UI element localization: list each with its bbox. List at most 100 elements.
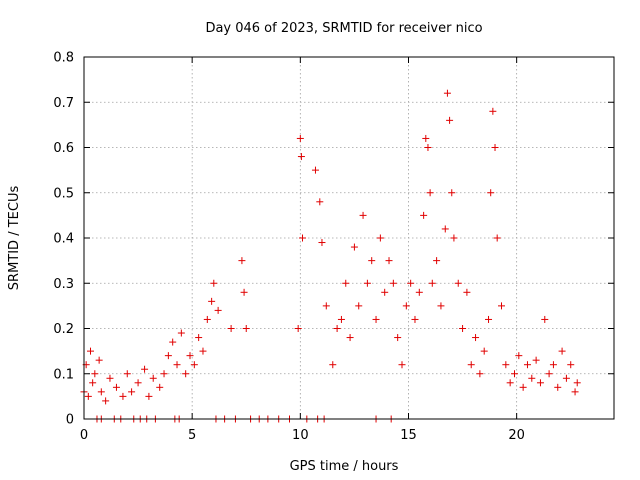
x-tick-label: 0 bbox=[80, 428, 88, 443]
data-point bbox=[227, 325, 235, 332]
data-point bbox=[141, 365, 149, 373]
data-point bbox=[296, 134, 304, 142]
data-point bbox=[242, 325, 250, 332]
data-point bbox=[112, 383, 120, 391]
data-point bbox=[394, 334, 402, 342]
data-point bbox=[84, 392, 92, 400]
data-point bbox=[554, 383, 562, 391]
x-tick-label: 20 bbox=[508, 428, 525, 443]
data-point bbox=[190, 361, 198, 369]
data-point bbox=[381, 288, 389, 296]
data-point bbox=[182, 370, 190, 378]
data-point bbox=[164, 352, 172, 360]
data-point bbox=[502, 361, 510, 369]
x-tick-label: 5 bbox=[188, 428, 196, 443]
data-point bbox=[467, 361, 475, 369]
data-point bbox=[528, 374, 536, 382]
data-point bbox=[123, 370, 131, 378]
data-point bbox=[415, 288, 423, 296]
data-point bbox=[86, 347, 94, 355]
data-point bbox=[342, 279, 350, 287]
data-point bbox=[480, 347, 488, 355]
data-point bbox=[97, 388, 105, 396]
data-point bbox=[450, 234, 458, 242]
data-point bbox=[545, 370, 553, 378]
data-point bbox=[333, 325, 341, 332]
data-point bbox=[316, 198, 324, 206]
data-point bbox=[506, 379, 514, 387]
data-point bbox=[562, 374, 570, 382]
y-tick-label: 0.8 bbox=[53, 51, 74, 66]
data-point bbox=[493, 234, 501, 242]
y-axis-label: SRMTID / TECUs bbox=[7, 186, 22, 291]
data-point bbox=[169, 338, 177, 346]
data-point bbox=[149, 374, 157, 382]
data-point bbox=[549, 361, 557, 369]
data-point bbox=[459, 325, 467, 332]
data-point bbox=[160, 370, 168, 378]
data-point bbox=[297, 153, 305, 161]
data-point bbox=[573, 379, 581, 387]
data-point bbox=[355, 302, 363, 310]
data-point bbox=[238, 257, 246, 265]
data-point bbox=[368, 257, 376, 265]
data-point bbox=[318, 239, 326, 247]
data-point bbox=[91, 370, 99, 378]
chart-title: Day 046 of 2023, SRMTID for receiver nic… bbox=[205, 21, 482, 36]
data-point bbox=[424, 144, 432, 151]
data-point bbox=[454, 279, 462, 287]
data-point bbox=[311, 166, 319, 174]
data-point bbox=[515, 352, 523, 360]
data-point bbox=[389, 279, 397, 287]
data-point bbox=[446, 116, 454, 124]
data-point bbox=[402, 302, 410, 310]
data-point bbox=[240, 288, 248, 296]
data-point bbox=[491, 144, 499, 151]
data-point bbox=[441, 225, 449, 233]
x-axis-label: GPS time / hours bbox=[290, 459, 399, 474]
data-point bbox=[322, 302, 330, 310]
data-point bbox=[102, 397, 110, 405]
data-point bbox=[443, 89, 451, 97]
y-tick-label: 0.1 bbox=[53, 367, 74, 382]
data-point bbox=[177, 329, 185, 337]
data-point bbox=[186, 352, 194, 360]
data-point bbox=[89, 379, 97, 387]
data-point bbox=[337, 315, 345, 323]
data-point bbox=[407, 279, 415, 287]
x-tick-label: 10 bbox=[292, 428, 309, 443]
y-tick-label: 0 bbox=[66, 413, 74, 428]
data-point bbox=[510, 370, 518, 378]
data-point bbox=[422, 134, 430, 142]
grid bbox=[84, 57, 614, 419]
y-tick-label: 0.2 bbox=[53, 322, 74, 337]
data-point bbox=[558, 347, 566, 355]
data-point bbox=[433, 257, 441, 265]
axis-ticks: 0 0.1 0.2 0.3 0.4 0.5 0.6 0.7 0.8 0 5 10 15 20 bbox=[53, 51, 614, 443]
y-tick-label: 0.3 bbox=[53, 277, 74, 292]
data-point bbox=[426, 189, 434, 197]
data-point bbox=[128, 388, 136, 396]
data-point bbox=[145, 392, 153, 400]
data-point bbox=[359, 211, 367, 219]
y-tick-label: 0.4 bbox=[53, 232, 74, 247]
data-point bbox=[571, 388, 579, 396]
data-point bbox=[437, 302, 445, 310]
data-point bbox=[350, 243, 358, 251]
data-point bbox=[106, 374, 114, 382]
data-point bbox=[476, 370, 484, 378]
data-point bbox=[398, 361, 406, 369]
data-point bbox=[485, 315, 493, 323]
data-point bbox=[134, 379, 142, 387]
y-tick-label: 0.6 bbox=[53, 141, 74, 156]
data-point bbox=[411, 315, 419, 323]
data-point bbox=[156, 383, 164, 391]
data-point bbox=[95, 356, 103, 364]
data-point bbox=[210, 279, 218, 287]
y-tick-label: 0.5 bbox=[53, 186, 74, 201]
data-point bbox=[195, 334, 203, 342]
data-point bbox=[489, 107, 497, 115]
data-point bbox=[372, 315, 380, 323]
plot-frame bbox=[83, 56, 615, 420]
